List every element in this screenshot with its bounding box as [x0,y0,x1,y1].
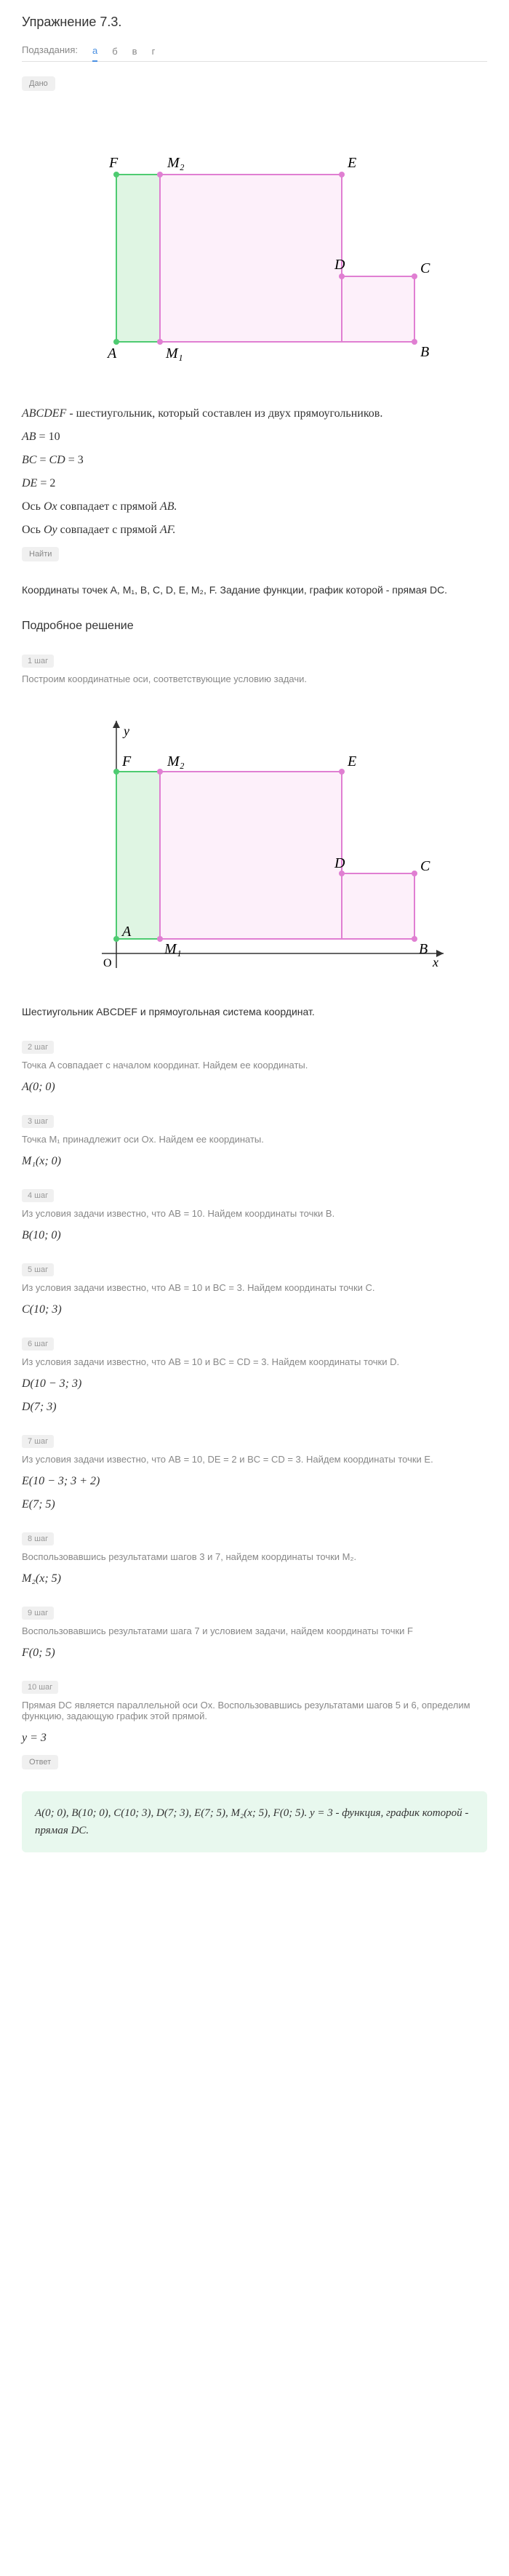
after-fig-text: Шестиугольник ABCDEF и прямоугольная сис… [22,1004,487,1020]
svg-text:x: x [432,955,438,969]
answer-box: A(0; 0), B(10; 0), C(10; 3), D(7; 3), E(… [22,1791,487,1852]
find-badge: Найти [22,547,59,561]
svg-text:y: y [122,724,129,738]
step-2-result: A(0; 0) [22,1081,487,1094]
step-8-result: M₂(x; 5) [22,1572,487,1585]
step-1-text: Построим координатные оси, соответствующ… [22,673,487,684]
step-10-text: Прямая DC является параллельной оси Ox. … [22,1700,487,1721]
given-line-6: Ось Oy совпадает с прямой AF. [22,524,487,537]
figure-2: y x O F M₂ E D C B M₁ A [22,706,487,983]
svg-text:M₂: M₂ [167,155,185,171]
tab-v[interactable]: в [132,46,137,61]
step-7-text: Из условия задачи известно, что AB = 10,… [22,1454,487,1465]
step-5-result: C(10; 3) [22,1303,487,1316]
step-8-badge: 8 шаг [22,1532,54,1545]
step-2-badge: 2 шаг [22,1041,54,1054]
given-line-2: AB = 10 [22,431,487,444]
step-9-text: Воспользовавшись результатами шага 7 и у… [22,1625,487,1636]
tab-a[interactable]: а [92,45,97,62]
step-9-badge: 9 шаг [22,1607,54,1620]
step-10-result: y = 3 [22,1732,487,1745]
svg-text:M₂: M₂ [167,753,185,769]
step-3-badge: 3 шаг [22,1115,54,1128]
figure-1: F M₂ E D C B M₁ A [22,124,487,385]
svg-text:B: B [419,941,428,957]
find-text: Координаты точек A, M₁, B, C, D, E, M₂, … [22,583,487,598]
given-line-1: ABCDEF - шестиугольник, который составле… [22,407,487,420]
tab-g[interactable]: г [152,46,156,61]
step-2-text: Точка A совпадает с началом координат. Н… [22,1060,487,1071]
svg-text:C: C [420,260,430,276]
step-3-text: Точка M₁ принадлежит оси Ox. Найдем ее к… [22,1134,487,1145]
given-badge: Дано [22,76,55,91]
svg-text:A: A [106,345,117,361]
svg-text:O: O [103,957,112,969]
subtasks-label: Подзадания: [22,44,78,55]
step-9-result: F(0; 5) [22,1647,487,1660]
step-8-text: Воспользовавшись результатами шагов 3 и … [22,1551,487,1562]
step-7-badge: 7 шаг [22,1435,54,1448]
svg-text:M₁: M₁ [164,941,182,957]
svg-text:A: A [121,924,132,940]
step-6-r2: D(7; 3) [22,1401,487,1414]
given-line-3: BC = CD = 3 [22,454,487,467]
svg-text:F: F [108,155,119,171]
answer-badge: Ответ [22,1755,58,1769]
tab-b[interactable]: б [112,46,117,61]
step-7-r1: E(10 − 3; 3 + 2) [22,1475,487,1488]
svg-text:D: D [334,257,345,273]
step-7-r2: E(7; 5) [22,1498,487,1511]
given-line-5: Ось Ox совпадает с прямой AB. [22,500,487,513]
solution-title: Подробное решение [22,620,487,633]
svg-text:B: B [420,344,429,360]
svg-text:C: C [420,858,430,874]
step-4-text: Из условия задачи известно, что AB = 10.… [22,1208,487,1219]
step-4-result: B(10; 0) [22,1229,487,1242]
exercise-title: Упражнение 7.3. [22,15,487,30]
step-5-badge: 5 шаг [22,1263,54,1276]
step-5-text: Из условия задачи известно, что AB = 10 … [22,1282,487,1293]
step-3-result: M₁(x; 0) [22,1155,487,1168]
svg-text:E: E [347,753,356,769]
step-4-badge: 4 шаг [22,1189,54,1202]
step-1-badge: 1 шаг [22,655,54,668]
step-6-text: Из условия задачи известно, что AB = 10 … [22,1356,487,1367]
svg-text:F: F [121,753,132,769]
svg-text:M₁: M₁ [165,345,183,361]
svg-text:D: D [334,855,345,871]
step-10-badge: 10 шаг [22,1681,58,1694]
step-6-badge: 6 шаг [22,1337,54,1351]
subtasks-row: Подзадания: а б в г [22,44,487,62]
svg-text:E: E [347,155,356,171]
given-line-4: DE = 2 [22,477,487,490]
step-6-r1: D(10 − 3; 3) [22,1377,487,1391]
